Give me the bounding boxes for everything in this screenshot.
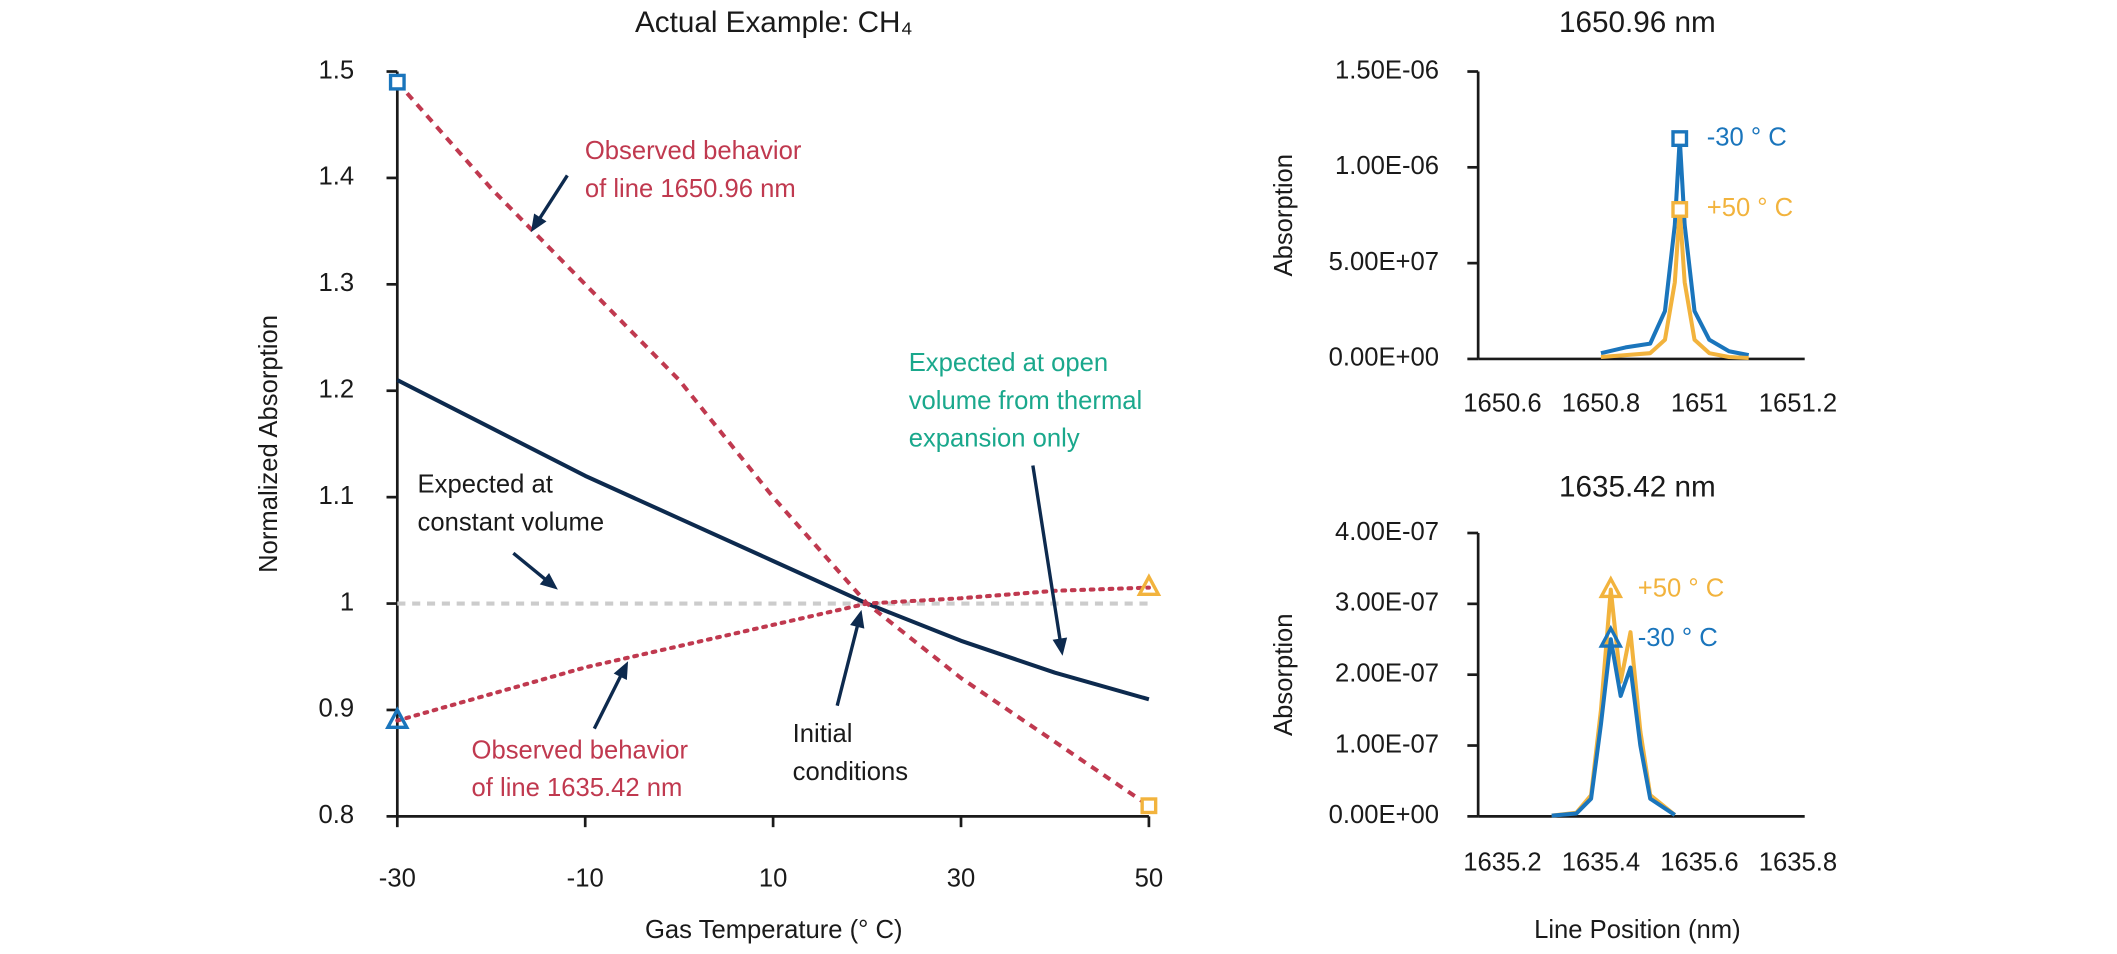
y-tick-label: 1.50E-06 [1335, 56, 1439, 84]
annotation-arrow [592, 670, 625, 730]
arrow-head [850, 609, 865, 629]
annotation: of line 1635.42 nm [472, 774, 683, 802]
chart-title: 1650.96 nm [1559, 6, 1716, 39]
annotation: Observed behavior [472, 736, 689, 764]
series-line [1551, 637, 1676, 818]
annotation-arrow [835, 619, 861, 707]
end-marker [1140, 797, 1158, 815]
series-line [1600, 136, 1750, 358]
annotation-arrow [512, 551, 551, 585]
end-marker [1136, 573, 1162, 597]
y-tick-label: 1.3 [319, 269, 355, 297]
series-line [395, 80, 1151, 808]
series-label: +50 ° C [1638, 574, 1724, 602]
y-tick-label: 0.00E+00 [1329, 801, 1439, 829]
y-axis-label: Absorption [1270, 154, 1298, 277]
annotation: Initial [793, 720, 853, 748]
y-tick-label: 1.5 [319, 56, 355, 84]
y-tick-label: 2.00E-07 [1335, 659, 1439, 687]
x-tick-label: 50 [1135, 865, 1164, 893]
series-label: -30 ° C [1638, 624, 1718, 652]
x-tick-label: -10 [567, 865, 604, 893]
peak-marker [1671, 201, 1689, 218]
y-tick-label: 0.00E+00 [1329, 344, 1439, 372]
y-tick-label: 1.2 [319, 376, 355, 404]
x-tick-label: 1650.6 [1463, 390, 1541, 418]
x-tick-label: 1651.2 [1759, 390, 1837, 418]
chart-title: Actual Example: CH₄ [635, 6, 913, 39]
y-axis-label: Absorption [1270, 613, 1298, 736]
x-tick-label: -30 [379, 865, 416, 893]
annotation: of line 1650.96 nm [585, 175, 796, 203]
x-tick-label: 30 [947, 865, 976, 893]
x-tick-label: 10 [759, 865, 788, 893]
x-tick-label: 1635.4 [1562, 848, 1640, 876]
y-tick-label: 5.00E+07 [1329, 248, 1439, 276]
y-tick-label: 1.4 [319, 163, 355, 191]
y-tick-label: 3.00E-07 [1335, 589, 1439, 617]
annotation: Observed behavior [585, 137, 802, 165]
annotation-arrow [1031, 465, 1063, 646]
arrow-head [539, 572, 558, 590]
x-tick-label: 1635.2 [1463, 848, 1541, 876]
y-tick-label: 1.00E-07 [1335, 730, 1439, 758]
y-tick-label: 1 [340, 588, 354, 616]
annotation: constant volume [418, 508, 605, 536]
y-tick-label: 1.1 [319, 482, 355, 510]
chart-title: 1635.42 nm [1559, 470, 1716, 503]
y-tick-label: 1.00E-06 [1335, 152, 1439, 180]
arrow-head [1052, 637, 1068, 656]
x-axis-label: Gas Temperature (° C) [645, 916, 903, 944]
arrow-head [613, 661, 629, 681]
x-axis-label: Line Position (nm) [1534, 916, 1741, 944]
series-line [395, 585, 1151, 723]
end-marker [385, 706, 410, 730]
y-tick-label: 4.00E-07 [1335, 518, 1439, 546]
y-tick-label: 0.9 [319, 695, 355, 723]
annotation-arrow [535, 174, 569, 224]
annotation: volume from thermal [909, 387, 1143, 415]
annotation: Expected at open [909, 349, 1108, 377]
arrow-head [530, 213, 547, 233]
peak-marker [1598, 624, 1624, 648]
series-label: -30 ° C [1707, 123, 1787, 151]
x-tick-label: 1650.8 [1562, 390, 1640, 418]
y-tick-label: 0.8 [319, 801, 355, 829]
series-label: +50 ° C [1707, 194, 1793, 222]
annotation: expansion only [909, 425, 1080, 453]
x-tick-label: 1635.8 [1759, 848, 1837, 876]
x-tick-label: 1635.6 [1660, 848, 1738, 876]
y-axis-label: Normalized Absorption [255, 315, 283, 573]
annotation: Expected at [418, 471, 553, 499]
annotation: conditions [793, 758, 908, 786]
x-tick-label: 1651 [1671, 390, 1728, 418]
peak-marker [1671, 130, 1689, 148]
peak-marker [1598, 575, 1624, 599]
end-marker [388, 73, 406, 91]
series-line [396, 378, 1150, 702]
